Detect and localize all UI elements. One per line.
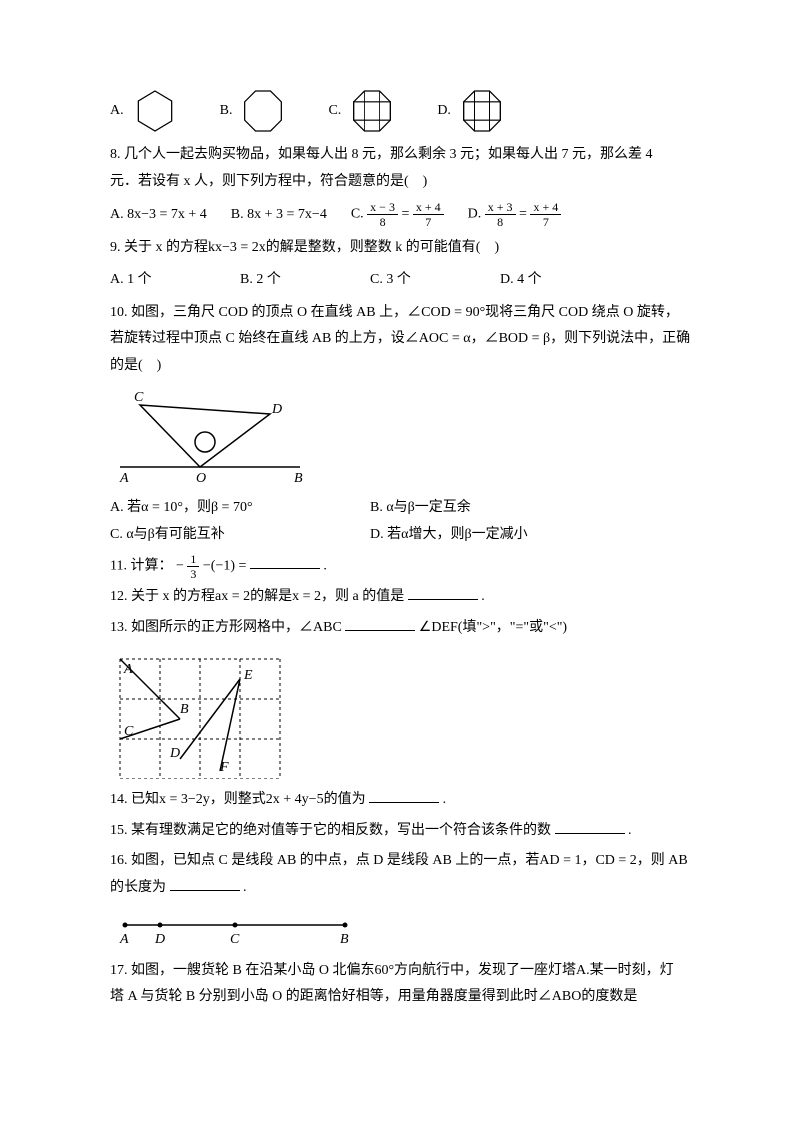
svg-text:D: D [154,932,165,947]
frac-icon: x − 38 [367,201,398,228]
blank-field[interactable] [555,819,625,834]
q8-d: D. x + 38 = x + 47 [468,201,562,228]
q15: 15. 某有理数满足它的绝对值等于它的相反数，写出一个符合该条件的数 . [110,818,694,845]
q10-options-row1: A. 若α = 10°，则β = 70° B. α与β一定互余 [110,495,694,522]
q7-options: A. B. C. D. [110,86,694,136]
blank-field[interactable] [345,616,415,631]
q10-c: C. α与β有可能互补 [110,522,370,549]
svg-text:O: O [196,471,206,486]
line-segment-icon: A D C B [110,910,360,950]
frac-icon: x + 38 [485,201,516,228]
octagon-square-b-icon [457,86,507,136]
q17-line1: 17. 如图，一艘货轮 B 在沿某小岛 O 北偏东60°方向航行中，发现了一座灯… [110,958,694,985]
svg-text:C: C [134,390,144,405]
q10-options-row2: C. α与β有可能互补 D. 若α增大，则β一定减小 [110,522,694,549]
triangle-set-square-icon: A O B C D [110,387,310,487]
octagon-icon [238,86,288,136]
svg-text:E: E [243,668,253,683]
q17: 17. 如图，一艘货轮 B 在沿某小岛 O 北偏东60°方向航行中，发现了一座灯… [110,958,694,1011]
q10-line1: 10. 如图，三角尺 COD 的顶点 O 在直线 AB 上，∠COD = 90°… [110,300,694,327]
blank-field[interactable] [250,554,320,569]
q10-d: D. 若α增大，则β一定减小 [370,522,528,549]
svg-text:B: B [340,932,349,947]
q16-line2: 的长度为 . [110,875,694,902]
q9-b: B. 2 个 [240,267,370,294]
frac-icon: x + 47 [413,201,444,228]
svg-text:C: C [230,932,240,947]
opt-c: C. [328,86,397,136]
svg-text:A: A [119,471,129,486]
octagon-square-a-icon [347,86,397,136]
q9-c: C. 3 个 [370,267,500,294]
q10-a: A. 若α = 10°，则β = 70° [110,495,370,522]
q10-line2: 若旋转过程中顶点 C 始终在直线 AB 的上方，设∠AOC = α，∠BOD =… [110,326,694,353]
q16-line1: 16. 如图，已知点 C 是线段 AB 的中点，点 D 是线段 AB 上的一点，… [110,848,694,875]
blank-field[interactable] [170,876,240,891]
q8-a: A. 8x−3 = 7x + 4 [110,202,207,229]
opt-a: A. [110,86,180,136]
opt-d: D. [437,86,507,136]
grid-angles-icon: A B C E D F [110,649,290,779]
opt-d-label: D. [437,98,451,125]
svg-text:B: B [180,702,189,717]
q13-figure: A B C E D F [110,649,694,779]
q8-line2: 元．若设有 x 人，则下列方程中，符合题意的是( ) [110,169,694,196]
frac-icon: x + 47 [530,201,561,228]
q9: 9. 关于 x 的方程kx−3 = 2x的解是整数，则整数 k 的可能值有( )… [110,235,694,294]
blank-field[interactable] [369,788,439,803]
opt-b: B. [220,86,289,136]
q9-text: 9. 关于 x 的方程kx−3 = 2x的解是整数，则整数 k 的可能值有( ) [110,235,694,262]
q12: 12. 关于 x 的方程ax = 2的解是x = 2，则 a 的值是 . [110,584,694,611]
q8-options: A. 8x−3 = 7x + 4 B. 8x + 3 = 7x−4 C. x −… [110,201,694,228]
q13: 13. 如图所示的正方形网格中，∠ABC ∠DEF(填">"，"="或"<") … [110,615,694,780]
svg-text:D: D [169,746,180,761]
q8-line1: 8. 几个人一起去购买物品，如果每人出 8 元，那么剩余 3 元；如果每人出 7… [110,142,694,169]
q11: 11. 计算： − 13 −(−1) = . [110,553,694,580]
hexagon-icon [130,86,180,136]
q10-b: B. α与β一定互余 [370,495,471,522]
opt-b-label: B. [220,98,233,125]
q8-b: B. 8x + 3 = 7x−4 [231,202,327,229]
svg-text:C: C [124,724,134,739]
opt-a-label: A. [110,98,124,125]
q8: 8. 几个人一起去购买物品，如果每人出 8 元，那么剩余 3 元；如果每人出 7… [110,142,694,229]
q16-figure: A D C B [110,910,694,950]
q16: 16. 如图，已知点 C 是线段 AB 的中点，点 D 是线段 AB 上的一点，… [110,848,694,949]
svg-text:B: B [294,471,303,486]
q9-a: A. 1 个 [110,267,240,294]
svg-text:A: A [119,932,129,947]
q10: 10. 如图，三角尺 COD 的顶点 O 在直线 AB 上，∠COD = 90°… [110,300,694,549]
q9-options: A. 1 个 B. 2 个 C. 3 个 D. 4 个 [110,267,694,294]
blank-field[interactable] [408,585,478,600]
q10-figure: A O B C D [110,387,694,487]
q10-line3: 的是( ) [110,353,694,380]
svg-text:D: D [271,402,282,417]
q8-c: C. x − 38 = x + 47 [351,201,444,228]
q14: 14. 已知x = 3−2y，则整式2x + 4y−5的值为 . [110,787,694,814]
frac-icon: 13 [187,553,199,580]
q17-line2: 塔 A 与货轮 B 分别到小岛 O 的距离恰好相等，用量角器度量得到此时∠ABO… [110,984,694,1011]
opt-c-label: C. [328,98,341,125]
svg-text:F: F [219,760,229,775]
q9-d: D. 4 个 [500,267,542,294]
svg-text:A: A [123,662,133,677]
